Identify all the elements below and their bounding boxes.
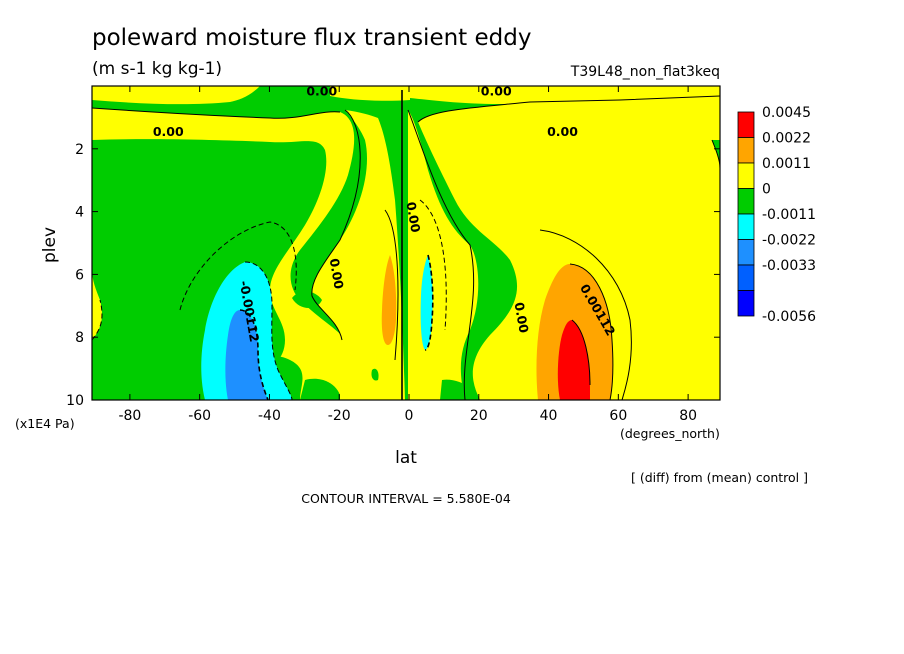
colorbar-label: 0.0022 (762, 131, 811, 147)
contour-interval: CONTOUR INTERVAL = 5.580E-04 (301, 491, 511, 506)
colorbar-label: -0.0033 (762, 258, 816, 274)
y-tick-label: 4 (75, 205, 84, 221)
chart-title: poleward moisture flux transient eddy (92, 25, 531, 51)
units-label: (m s-1 kg kg-1) (92, 59, 222, 79)
contour-label: 0.00 (481, 83, 512, 98)
colorbar-swatch (737, 137, 755, 164)
colorbar-swatch (737, 213, 755, 240)
contour-neg-line-2 (239, 309, 269, 400)
x-tick-label: 60 (609, 408, 627, 424)
contour-label: 0.00 (403, 201, 423, 234)
contour-pos-line-2 (571, 319, 591, 386)
x-tick-label: 0 (405, 408, 414, 424)
colorbar-label: 0.0011 (762, 156, 811, 172)
diff-note: [ (diff) from (mean) control ] (631, 470, 808, 485)
contour-label: 0.00 (547, 124, 578, 139)
contour-fill-blue-west (225, 310, 268, 400)
y-tick-label: 6 (75, 267, 84, 283)
contour-neg-line-1 (244, 261, 293, 400)
run-label: T39L48_non_flat3keq (570, 64, 720, 80)
x-tick-label: -40 (258, 408, 281, 424)
y-axis: 2 4 6 8 10 (66, 142, 720, 409)
x-tick-label: -20 (328, 408, 351, 424)
contour-fill-yellow-center (311, 110, 405, 400)
contour-fill-yellow-top-south (330, 86, 410, 101)
colorbar-swatch (737, 290, 755, 317)
y-units-label: (x1E4 Pa) (15, 416, 75, 431)
colorbar-swatch (737, 111, 755, 138)
colorbar-swatch (737, 239, 755, 266)
contour-pos-line-3 (539, 229, 632, 400)
x-axis-title: lat (395, 448, 417, 468)
x-axis: -80 -60 -40 -20 0 20 40 60 80 (118, 86, 697, 424)
y-tick-label: 10 (66, 393, 84, 409)
contour-zero-line-2 (417, 95, 720, 123)
contour-fill-green-center-north (440, 379, 478, 400)
contour-label: 0.00 (512, 301, 532, 334)
contour-zero-line-4 (407, 109, 475, 400)
x-tick-label: 80 (679, 408, 697, 424)
contour-label: 0.00 (153, 124, 184, 139)
contour-neg-line-4 (424, 254, 434, 351)
contour-fill-red-north (557, 320, 590, 400)
plot-area: 0.000.00 0.000.000.000.000.00-0.00112 0.00… (91, 83, 721, 401)
contour-fill-green-small-1 (292, 291, 322, 308)
contour-fill-green-east-edge (712, 140, 720, 168)
contour-lines (92, 90, 720, 400)
contour-fill-green-center-south (300, 378, 340, 400)
colorbar-label: 0 (762, 182, 771, 198)
colorbar-label: -0.0056 (762, 309, 816, 325)
x-tick-label: 40 (540, 408, 558, 424)
colorbar-swatch (737, 188, 755, 215)
colorbar-label: -0.0022 (762, 233, 816, 249)
x-tick-label: 20 (470, 408, 488, 424)
colorbar-label: -0.0011 (762, 207, 816, 223)
contour-fill-cyan-center (420, 255, 433, 350)
colorbar: 0.0045 0.0022 0.0011 0 -0.0011 -0.0022 -0.0033… (737, 105, 816, 325)
contour-neg-line-3 (179, 221, 297, 311)
y-axis-title: plev (40, 227, 60, 263)
x-tick-label: -80 (118, 408, 141, 424)
contour-neg-line-5 (419, 199, 447, 331)
filled-contours (92, 86, 720, 400)
contour-zero-line-3 (311, 109, 361, 341)
contour-fill-orange-center (381, 255, 397, 345)
contour-zero-line-1 (92, 107, 341, 119)
contour-fill-yellow-top-west (92, 86, 260, 105)
contour-fill-yellow-north (418, 96, 720, 400)
colorbar-label: 0.0045 (762, 105, 811, 121)
contour-pos-line-4 (384, 209, 399, 361)
contour-label: 0.00 (327, 257, 347, 290)
y-tick-label: 2 (75, 142, 84, 158)
contour-pos-line-1 (569, 263, 614, 400)
x-units-label: (degrees_north) (620, 426, 720, 441)
x-tick-label: -60 (188, 408, 211, 424)
y-tick-label: 8 (75, 330, 84, 346)
contour-label: 0.00 (306, 83, 337, 98)
contour-fill-green-small-2 (371, 368, 379, 381)
plot-frame (91, 85, 721, 401)
colorbar-swatch (737, 264, 755, 291)
colorbar-swatch (737, 162, 755, 189)
